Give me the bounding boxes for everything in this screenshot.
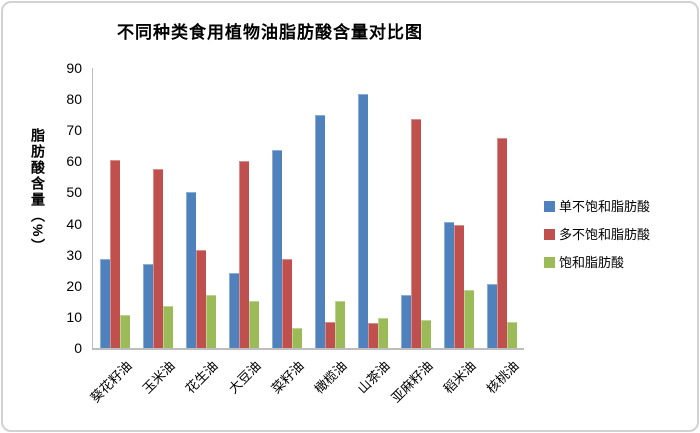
- bar-饱和脂肪酸-橄榄油: [335, 301, 346, 348]
- legend-swatch-icon: [544, 257, 555, 268]
- x-tick-label: 菜籽油: [268, 358, 307, 397]
- y-tick-label: 60: [66, 153, 82, 170]
- legend-item: 多不饱和脂肪酸: [544, 226, 694, 243]
- legend-item: 单不饱和脂肪酸: [544, 198, 694, 215]
- bar-饱和脂肪酸-亚麻籽油: [421, 320, 432, 348]
- plot-area: [92, 68, 524, 350]
- bar-饱和脂肪酸-菜籽油: [291, 327, 302, 348]
- x-tick-label: 玉米油: [139, 358, 178, 397]
- y-axis-title: 脂肪酸含量（%）: [30, 128, 46, 255]
- bar-饱和脂肪酸-稻米油: [464, 290, 475, 348]
- bar-多不饱和脂肪酸-葵花籽油: [109, 159, 120, 348]
- x-tick-label: 橄榄油: [311, 358, 350, 397]
- bar-多不饱和脂肪酸-花生油: [195, 250, 206, 348]
- y-tick-label: 20: [66, 277, 82, 294]
- y-tick-label: 80: [66, 91, 82, 108]
- bar-多不饱和脂肪酸-橄榄油: [325, 321, 336, 348]
- y-tick-label: 50: [66, 184, 82, 201]
- y-tick-label: 90: [66, 60, 82, 76]
- legend-label: 多不饱和脂肪酸: [559, 227, 651, 242]
- bar-多不饱和脂肪酸-山茶油: [368, 323, 379, 348]
- bar-多不饱和脂肪酸-菜籽油: [281, 259, 292, 348]
- x-axis-tick-labels: 葵花籽油 玉米油 花生油 大豆油 菜籽油 橄榄油 山茶油 亚麻籽油 稻米油 核桃油: [87, 352, 523, 422]
- bar-单不饱和脂肪酸-葵花籽油: [99, 259, 110, 348]
- bar-单不饱和脂肪酸-稻米油: [444, 222, 455, 348]
- bar-饱和脂肪酸-花生油: [205, 295, 216, 348]
- x-tick-label: 稻米油: [440, 358, 480, 397]
- bar-饱和脂肪酸-山茶油: [378, 318, 389, 348]
- bar-多不饱和脂肪酸-核桃油: [497, 138, 508, 348]
- bar-饱和脂肪酸-葵花籽油: [119, 315, 130, 348]
- y-tick-label: 10: [66, 308, 82, 325]
- y-tick-label: 40: [66, 215, 82, 232]
- y-tick-label: 30: [66, 246, 82, 263]
- x-tick-label: 大豆油: [225, 358, 264, 397]
- chart-title: 不同种类食用植物油脂肪酸含量对比图: [117, 23, 423, 42]
- bar-多不饱和脂肪酸-玉米油: [152, 169, 163, 348]
- legend-label: 饱和脂肪酸: [559, 255, 625, 270]
- bar-单不饱和脂肪酸-花生油: [185, 192, 196, 348]
- bar-多不饱和脂肪酸-大豆油: [238, 161, 249, 348]
- legend-label: 单不饱和脂肪酸: [559, 199, 651, 214]
- legend-swatch-icon: [544, 229, 555, 240]
- y-tick-label: 70: [66, 122, 82, 139]
- bar-单不饱和脂肪酸-山茶油: [358, 94, 369, 348]
- bar-单不饱和脂肪酸-核桃油: [487, 284, 498, 348]
- bar-单不饱和脂肪酸-菜籽油: [271, 150, 282, 348]
- bar-饱和脂肪酸-核桃油: [507, 321, 518, 348]
- bar-单不饱和脂肪酸-橄榄油: [315, 114, 326, 348]
- legend-swatch-icon: [544, 201, 555, 212]
- bar-单不饱和脂肪酸-玉米油: [142, 264, 153, 348]
- bar-多不饱和脂肪酸-亚麻籽油: [411, 119, 422, 348]
- y-tick-label: 0: [74, 340, 82, 356]
- x-tick-label: 花生油: [182, 358, 221, 397]
- y-axis-tick-labels: 0 10 20 30 40 50 60 70 80 90: [40, 61, 82, 355]
- x-tick-label: 核桃油: [483, 358, 523, 397]
- bar-单不饱和脂肪酸-大豆油: [228, 273, 239, 348]
- bar-单不饱和脂肪酸-亚麻籽油: [401, 295, 412, 348]
- bar-饱和脂肪酸-大豆油: [248, 301, 259, 348]
- bar-多不饱和脂肪酸-稻米油: [454, 225, 465, 348]
- x-tick-label: 亚麻籽油: [388, 358, 436, 406]
- legend-item: 饱和脂肪酸: [544, 254, 694, 271]
- bar-饱和脂肪酸-玉米油: [162, 306, 173, 348]
- legend: 单不饱和脂肪酸 多不饱和脂肪酸 饱和脂肪酸: [544, 198, 694, 282]
- x-tick-label: 葵花籽油: [86, 358, 135, 406]
